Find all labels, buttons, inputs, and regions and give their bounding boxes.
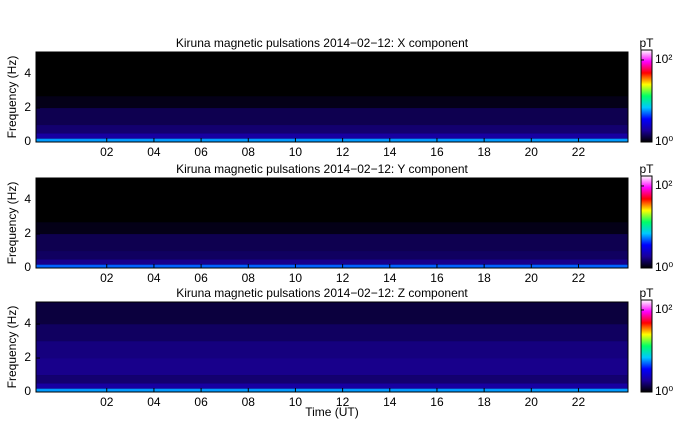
spectrogram-band [36,222,628,235]
x-tick-label: 08 [242,145,256,159]
plot-frame [35,301,629,393]
x-tick-label: 02 [100,271,114,285]
y-axis-label: Frequency (Hz) [5,306,19,389]
x-tick-label: 16 [430,145,444,159]
y-axis-label: Frequency (Hz) [5,182,19,265]
spectrogram-band [36,324,628,342]
y-tick-label: 4 [24,316,31,330]
x-tick-label: 20 [525,271,539,285]
spectrogram-band [36,259,628,265]
x-tick-label: 02 [100,145,114,159]
spectrogram-band [36,358,628,376]
x-tick-label: 12 [336,145,350,159]
x-tick-label: 08 [242,395,256,409]
y-tick-label: 2 [24,100,31,114]
colorbar [640,49,653,143]
x-tick-label: 22 [572,145,586,159]
x-tick-label: 08 [242,271,256,285]
x-axis-label: Time (UT) [305,405,359,419]
colorbar [640,175,653,269]
x-tick-label: 04 [147,145,161,159]
spectrogram-band [36,125,628,134]
x-tick-label: 20 [525,145,539,159]
panel-title: Kiruna magnetic pulsations 2014−02−12: Y… [176,162,468,176]
x-tick-label: 16 [430,395,444,409]
colorbar-label: pT [639,36,654,50]
spectrogram-band [36,234,628,252]
spectrogram-band [36,133,628,139]
spectrogram-band [36,375,628,384]
plot-frame [35,51,629,143]
panel-title: Kiruna magnetic pulsations 2014−02−12: X… [176,36,469,50]
spectrogram-band [36,251,628,260]
x-tick-label: 04 [147,271,161,285]
colorbar-tick-label: 10² [655,178,672,192]
spectrogram-band [36,178,628,223]
x-tick-label: 06 [194,145,208,159]
x-tick-label: 18 [477,145,491,159]
plot-frame [35,177,629,269]
x-tick-label: 22 [572,395,586,409]
y-tick-label: 0 [24,134,31,148]
x-tick-label: 02 [100,395,114,409]
y-tick-label: 4 [24,66,31,80]
y-tick-label: 2 [24,350,31,364]
y-tick-label: 4 [24,192,31,206]
spectrogram-band [36,341,628,359]
colorbar [640,299,653,393]
spectrogram-band [36,52,628,97]
x-tick-label: 14 [383,395,397,409]
x-tick-label: 10 [289,145,303,159]
x-tick-label: 14 [383,145,397,159]
colorbar-label: pT [639,162,654,176]
spectrogram-band [36,302,628,325]
x-tick-label: 06 [194,271,208,285]
x-tick-label: 14 [383,271,397,285]
spectrogram-band [36,383,628,389]
colorbar-tick-label: 10⁰ [655,384,673,398]
x-tick-label: 04 [147,395,161,409]
colorbar-tick-label: 10² [655,52,672,66]
y-tick-label: 2 [24,226,31,240]
x-tick-label: 22 [572,271,586,285]
x-tick-label: 18 [477,271,491,285]
x-tick-label: 16 [430,271,444,285]
spectrogram-band [36,108,628,126]
colorbar-tick-label: 10⁰ [655,134,673,148]
colorbar-label: pT [639,286,654,300]
colorbar-tick-label: 10⁰ [655,260,673,274]
x-tick-label: 12 [336,395,350,409]
x-tick-label: 20 [525,395,539,409]
x-tick-label: 10 [289,395,303,409]
spectrogram-band [36,264,628,268]
y-axis-label: Frequency (Hz) [5,56,19,139]
panel-title: Kiruna magnetic pulsations 2014−02−12: Z… [176,286,468,300]
x-tick-label: 10 [289,271,303,285]
x-tick-label: 18 [477,395,491,409]
spectrogram-band [36,96,628,109]
spectrogram-band [36,388,628,392]
y-tick-label: 0 [24,384,31,398]
x-tick-label: 12 [336,271,350,285]
spectrogram-band [36,138,628,142]
y-tick-label: 0 [24,260,31,274]
colorbar-tick-label: 10² [655,302,672,316]
x-tick-label: 06 [194,395,208,409]
